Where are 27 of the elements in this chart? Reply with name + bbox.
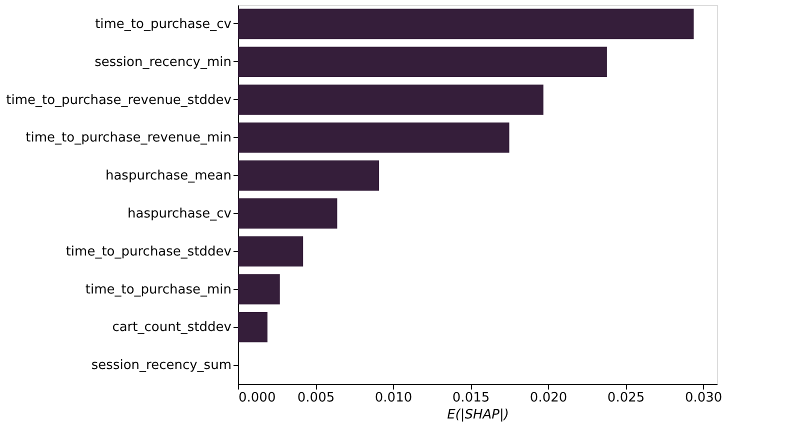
y-tick-label: time_to_purchase_revenue_stddev — [6, 92, 232, 108]
x-tick-label: 0.015 — [452, 390, 490, 406]
y-tick-label: haspurchase_mean — [105, 168, 232, 184]
y-tick-label: session_recency_sum — [91, 358, 232, 374]
y-tick-label: time_to_purchase_revenue_min — [26, 130, 232, 146]
bar — [238, 198, 338, 229]
x-tick-label: 0.005 — [297, 390, 335, 406]
y-tick-label: time_to_purchase_min — [85, 282, 232, 298]
x-tick-label: 0.025 — [607, 390, 645, 406]
y-tick-label: time_to_purchase_cv — [95, 16, 232, 32]
bar — [238, 236, 304, 267]
bar — [238, 8, 694, 40]
y-tick-label: haspurchase_cv — [128, 206, 232, 222]
x-tick-label: 0.020 — [530, 390, 568, 406]
x-tick-label: 0.010 — [374, 390, 412, 406]
y-tick-label: session_recency_min — [94, 54, 232, 70]
bar — [238, 84, 544, 115]
x-tick-label: 0.030 — [684, 390, 722, 406]
bar — [238, 160, 380, 191]
y-tick-label: cart_count_stddev — [112, 320, 232, 336]
x-tick-label: 0.000 — [238, 390, 276, 406]
bar — [238, 312, 268, 342]
x-axis-title: E(|SHAP|) — [447, 408, 509, 422]
bar — [238, 122, 510, 153]
bar — [238, 46, 607, 78]
bar — [238, 274, 280, 304]
y-tick-label: time_to_purchase_stddev — [66, 244, 232, 260]
